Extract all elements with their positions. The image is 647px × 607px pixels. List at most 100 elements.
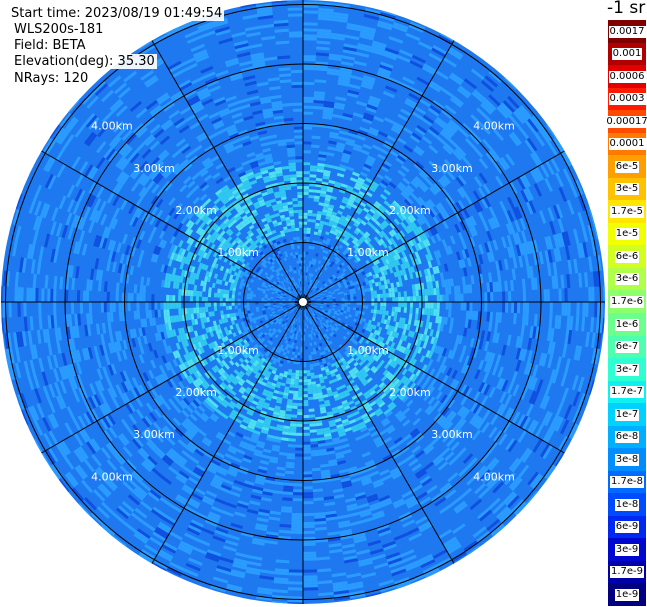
radar-gate-cell <box>376 322 381 327</box>
radar-gate-cell <box>297 411 303 416</box>
radar-gate-cell <box>215 568 231 575</box>
radar-gate-cell <box>189 425 199 434</box>
radar-gate-cell <box>357 373 363 379</box>
radar-gate-cell <box>532 364 539 378</box>
radar-gate-cell <box>369 283 373 288</box>
radar-gate-cell <box>361 572 377 579</box>
radar-gate-cell <box>189 325 194 332</box>
radar-gate-cell <box>173 384 181 393</box>
radar-gate-cell <box>341 359 347 365</box>
radar-gate-cell <box>347 198 355 204</box>
radar-gate-cell <box>94 468 107 482</box>
radar-gate-cell <box>350 520 363 527</box>
radar-gate-cell <box>529 325 534 339</box>
radar-gate-cell <box>372 354 378 360</box>
radar-gate-cell <box>154 433 165 443</box>
radar-gate-cell <box>442 374 449 384</box>
radar-gate-cell <box>315 318 318 322</box>
radar-gate-cell <box>374 438 384 446</box>
radar-gate-cell <box>355 310 359 314</box>
radar-gate-cell <box>313 94 325 98</box>
radar-gate-cell <box>319 193 326 198</box>
radar-gate-cell <box>338 355 344 360</box>
radar-gate-cell <box>163 454 174 464</box>
radar-gate-cell <box>391 385 399 393</box>
radar-gate-cell <box>343 555 358 561</box>
radar-gate-cell <box>371 510 384 517</box>
radar-gate-cell <box>303 10 319 14</box>
radar-gate-cell <box>339 312 344 315</box>
radar-gate-cell <box>183 568 199 577</box>
radar-gate-cell <box>411 430 421 439</box>
radar-gate-cell <box>98 404 108 417</box>
radar-gate-cell <box>239 370 245 376</box>
radar-gate-cell <box>73 449 84 463</box>
radar-gate-cell <box>428 351 434 359</box>
radar-gate-cell <box>271 308 275 311</box>
radar-gate-cell <box>435 233 442 242</box>
radar-gate-cell <box>256 357 261 363</box>
radar-gate-cell <box>361 451 371 458</box>
radar-gate-cell <box>336 275 341 280</box>
radar-gate-cell <box>356 217 363 223</box>
radar-gate-cell <box>322 323 327 327</box>
radar-gate-cell <box>309 333 313 337</box>
radar-gate-cell <box>350 352 356 358</box>
radar-gate-cell <box>306 239 310 243</box>
radar-gate-cell <box>486 311 491 322</box>
radar-gate-cell <box>158 583 175 593</box>
radar-gate-cell <box>310 165 318 169</box>
radar-gate-cell <box>502 491 516 504</box>
radar-gate-cell <box>332 439 341 445</box>
radar-gate-cell <box>277 349 282 354</box>
radar-gate-cell <box>320 409 327 414</box>
radar-gate-cell <box>414 251 420 259</box>
radar-gate-cell <box>295 346 299 350</box>
radar-gate-cell <box>368 186 376 193</box>
radar-gate-cell <box>182 397 191 406</box>
radar-gate-cell <box>597 399 605 417</box>
radar-gate-cell <box>223 478 234 486</box>
radar-gate-cell <box>64 473 77 488</box>
radar-gate-cell <box>201 296 205 302</box>
radar-gate-cell <box>418 171 428 180</box>
radar-gate-cell <box>296 420 303 424</box>
radar-gate-cell <box>455 334 461 344</box>
radar-gate-cell <box>377 527 391 534</box>
radar-gate-cell <box>347 297 351 300</box>
radar-gate-cell <box>560 274 565 289</box>
radar-gate-cell <box>339 274 343 278</box>
radar-gate-cell <box>419 496 431 506</box>
radar-gate-cell <box>338 391 345 397</box>
radar-gate-cell <box>577 376 585 393</box>
radar-gate-cell <box>496 377 503 390</box>
radar-gate-cell <box>112 302 116 312</box>
radar-gate-cell <box>328 462 338 467</box>
radar-gate-cell <box>358 129 368 136</box>
radar-gate-cell <box>443 126 455 137</box>
radar-gate-cell <box>544 250 550 264</box>
radar-gate-cell <box>411 221 418 230</box>
radar-gate-cell <box>435 204 443 213</box>
radar-gate-cell <box>1 220 2 238</box>
radar-gate-cell <box>336 386 342 391</box>
radar-gate-cell <box>420 371 427 380</box>
radar-gate-cell <box>91 395 99 408</box>
radar-gate-cell <box>458 85 472 97</box>
radar-gate-cell <box>157 551 172 562</box>
radar-gate-cell <box>518 348 525 361</box>
radar-gate-cell <box>377 251 383 258</box>
radar-gate-cell <box>393 533 408 541</box>
radar-gate-cell <box>181 421 190 431</box>
radar-gate-cell <box>546 289 550 302</box>
radar-gate-cell <box>469 347 476 358</box>
radar-gate-cell <box>351 338 356 344</box>
radar-gate-cell <box>303 55 316 59</box>
radar-gate-cell <box>365 158 375 165</box>
radar-gate-cell <box>513 313 517 325</box>
radar-gate-cell <box>338 75 351 81</box>
radar-gate-cell <box>29 287 33 302</box>
radar-gate-cell <box>455 201 463 212</box>
radar-gate-cell <box>312 213 317 217</box>
radar-gate-cell <box>460 302 464 311</box>
